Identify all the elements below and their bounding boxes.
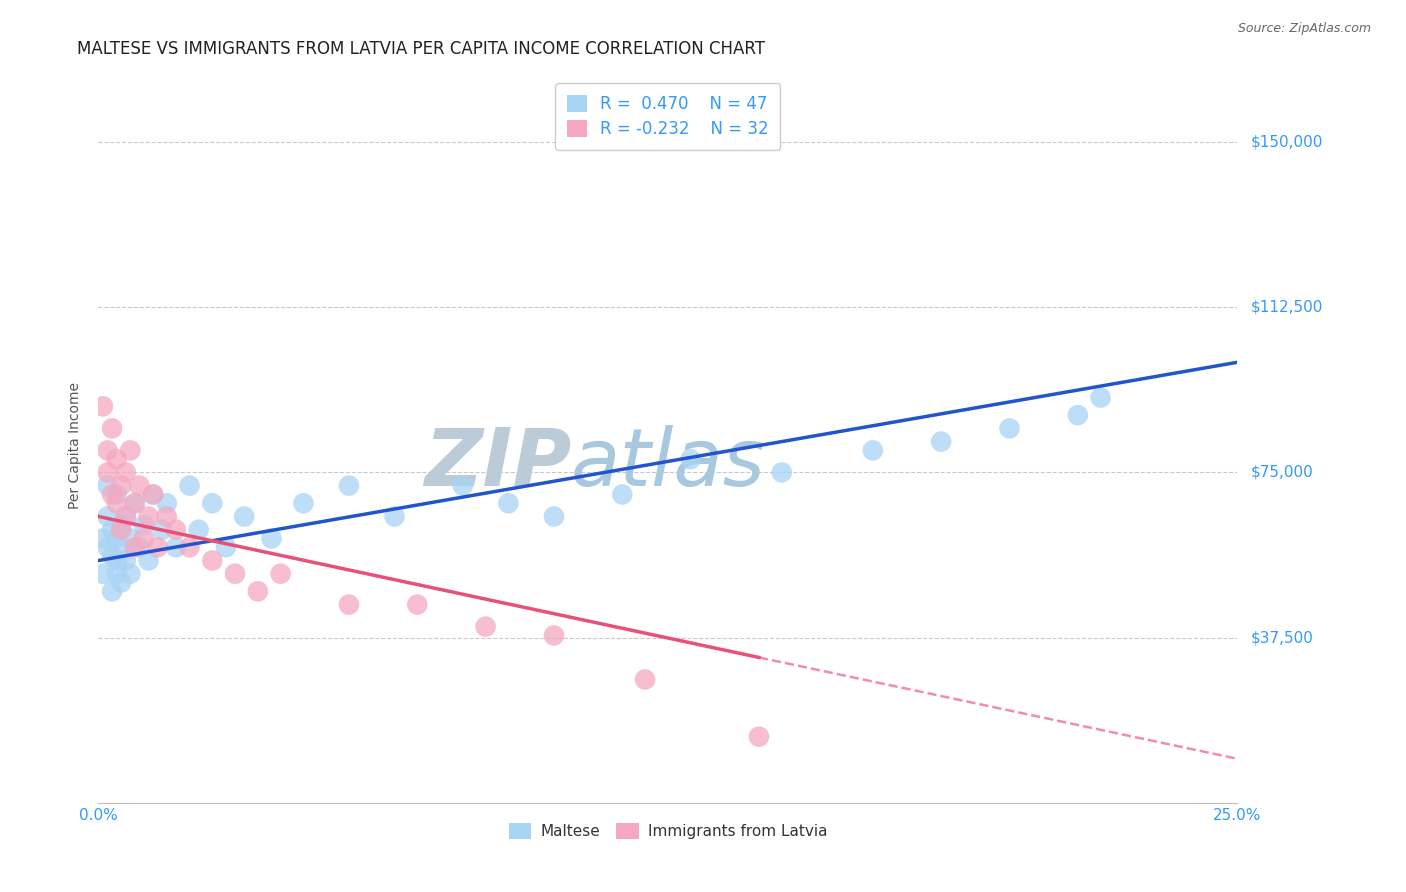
Text: $37,500: $37,500 xyxy=(1251,630,1315,645)
Text: $150,000: $150,000 xyxy=(1251,135,1323,150)
Point xyxy=(998,421,1021,435)
Point xyxy=(1067,408,1090,422)
Point xyxy=(105,487,128,501)
Point xyxy=(165,541,187,555)
Point xyxy=(748,730,770,744)
Point xyxy=(91,400,114,414)
Point xyxy=(120,532,142,546)
Point xyxy=(96,466,118,480)
Point xyxy=(105,566,128,581)
Point xyxy=(101,584,124,599)
Point xyxy=(120,443,142,458)
Point xyxy=(156,496,179,510)
Text: atlas: atlas xyxy=(571,425,766,503)
Point xyxy=(406,598,429,612)
Point xyxy=(770,466,793,480)
Point xyxy=(120,566,142,581)
Point xyxy=(110,523,132,537)
Point xyxy=(114,509,136,524)
Point xyxy=(233,509,256,524)
Point xyxy=(634,673,657,687)
Point xyxy=(862,443,884,458)
Point xyxy=(138,509,160,524)
Point xyxy=(110,541,132,555)
Point xyxy=(260,532,283,546)
Y-axis label: Per Capita Income: Per Capita Income xyxy=(69,383,83,509)
Point xyxy=(498,496,520,510)
Text: ZIP: ZIP xyxy=(423,425,571,503)
Point xyxy=(215,541,238,555)
Point xyxy=(679,452,702,467)
Point xyxy=(101,487,124,501)
Point xyxy=(146,541,169,555)
Point xyxy=(179,541,201,555)
Point xyxy=(91,532,114,546)
Point xyxy=(96,509,118,524)
Point xyxy=(124,541,146,555)
Text: $112,500: $112,500 xyxy=(1251,300,1323,315)
Point xyxy=(543,509,565,524)
Point xyxy=(451,478,474,492)
Point xyxy=(246,584,269,599)
Point xyxy=(96,443,118,458)
Point xyxy=(138,553,160,567)
Point xyxy=(128,478,150,492)
Point xyxy=(201,496,224,510)
Point xyxy=(114,553,136,567)
Point xyxy=(124,496,146,510)
Point xyxy=(96,478,118,492)
Point xyxy=(101,421,124,435)
Point xyxy=(201,553,224,567)
Point xyxy=(612,487,634,501)
Text: Source: ZipAtlas.com: Source: ZipAtlas.com xyxy=(1237,22,1371,36)
Text: $75,000: $75,000 xyxy=(1251,465,1315,480)
Point xyxy=(337,478,360,492)
Point xyxy=(96,541,118,555)
Legend: Maltese, Immigrants from Latvia: Maltese, Immigrants from Latvia xyxy=(502,817,834,845)
Point xyxy=(105,553,128,567)
Point xyxy=(929,434,952,449)
Point xyxy=(142,487,165,501)
Point xyxy=(337,598,360,612)
Point xyxy=(110,518,132,533)
Point xyxy=(110,478,132,492)
Point xyxy=(543,628,565,642)
Point xyxy=(224,566,246,581)
Point xyxy=(179,478,201,492)
Point xyxy=(128,541,150,555)
Point xyxy=(474,619,496,633)
Point xyxy=(142,487,165,501)
Point xyxy=(105,452,128,467)
Point xyxy=(114,509,136,524)
Point xyxy=(114,466,136,480)
Point xyxy=(110,575,132,590)
Point xyxy=(270,566,292,581)
Point xyxy=(132,518,155,533)
Point xyxy=(292,496,315,510)
Point xyxy=(91,566,114,581)
Point xyxy=(124,496,146,510)
Point xyxy=(105,496,128,510)
Point xyxy=(101,549,124,563)
Point xyxy=(384,509,406,524)
Point xyxy=(156,509,179,524)
Point xyxy=(165,523,187,537)
Point xyxy=(101,523,124,537)
Point xyxy=(105,532,128,546)
Text: MALTESE VS IMMIGRANTS FROM LATVIA PER CAPITA INCOME CORRELATION CHART: MALTESE VS IMMIGRANTS FROM LATVIA PER CA… xyxy=(77,40,765,58)
Point xyxy=(187,523,209,537)
Point xyxy=(150,523,173,537)
Point xyxy=(1090,391,1112,405)
Point xyxy=(132,532,155,546)
